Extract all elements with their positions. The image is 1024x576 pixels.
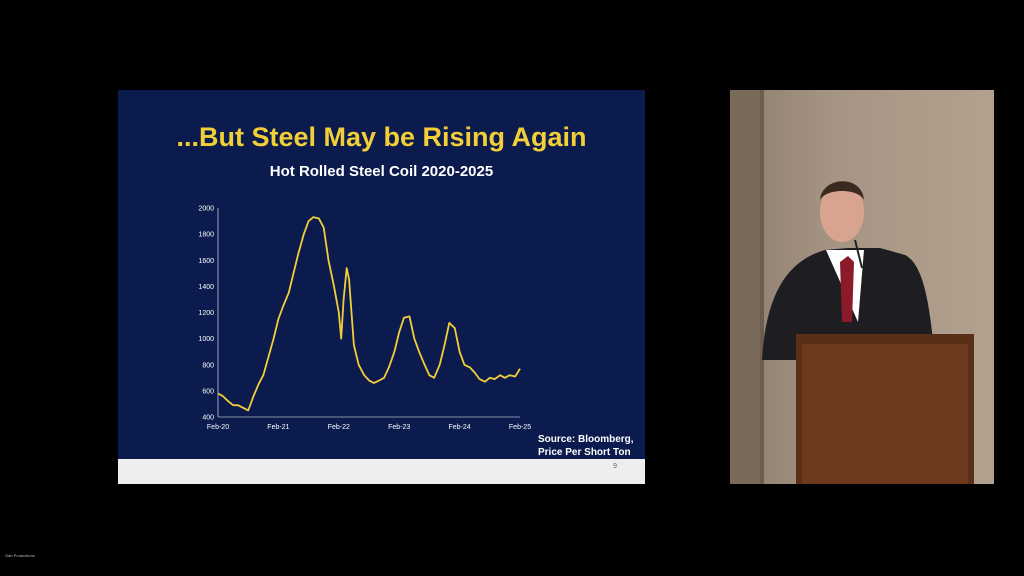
speaker-scene xyxy=(730,90,974,484)
source-note: Source: Bloomberg, Price Per Short Ton xyxy=(538,433,634,459)
speaker-video xyxy=(730,90,994,484)
speaker-tie xyxy=(840,256,854,322)
presentation-slide: ...But Steel May be Rising Again Hot Rol… xyxy=(118,90,645,484)
y-tick-label: 1800 xyxy=(198,232,214,239)
x-tick-label: Feb-23 xyxy=(388,424,410,431)
chart-title: Hot Rolled Steel Coil 2020-2025 xyxy=(269,163,494,180)
x-tick-labels: Feb-20 Feb-21 Feb-22 Feb-23 Feb-24 Feb-25 xyxy=(207,424,531,431)
y-tick-label: 600 xyxy=(202,388,214,395)
y-tick-label: 1400 xyxy=(198,284,214,291)
x-tick-label: Feb-20 xyxy=(207,424,229,431)
slide-title: ...But Steel May be Rising Again xyxy=(176,122,587,152)
wall-panel xyxy=(730,90,760,484)
podium-panel xyxy=(802,344,968,484)
wall-seam xyxy=(760,90,764,484)
x-tick-label: Feb-24 xyxy=(449,424,471,431)
series-line xyxy=(217,216,521,412)
series-group xyxy=(217,216,521,412)
line-chart: 400 600 800 1000 1200 1400 1600 1800 2000 Feb-20… xyxy=(198,206,531,432)
y-tick-label: 400 xyxy=(202,415,214,422)
slide-number: 9 xyxy=(613,463,617,470)
x-tick-label: Feb-21 xyxy=(267,424,289,431)
video-credit: Gab Productions xyxy=(5,553,35,558)
speaker-face xyxy=(820,182,864,242)
source-line-1: Source: Bloomberg, xyxy=(538,434,634,445)
y-tick-label: 1000 xyxy=(198,336,214,343)
x-tick-label: Feb-25 xyxy=(509,424,531,431)
speaker-hair xyxy=(820,181,864,200)
y-tick-labels: 400 600 800 1000 1200 1400 1600 1800 2000 xyxy=(198,206,214,422)
y-tick-label: 2000 xyxy=(198,206,214,213)
x-tick-label: Feb-22 xyxy=(328,424,350,431)
microphone-icon xyxy=(854,239,863,269)
slide-footer: 9 xyxy=(118,459,645,484)
y-tick-label: 800 xyxy=(202,362,214,369)
y-tick-label: 1200 xyxy=(198,310,214,317)
source-line-2: Price Per Short Ton xyxy=(538,447,631,458)
y-tick-label: 1600 xyxy=(198,258,214,265)
